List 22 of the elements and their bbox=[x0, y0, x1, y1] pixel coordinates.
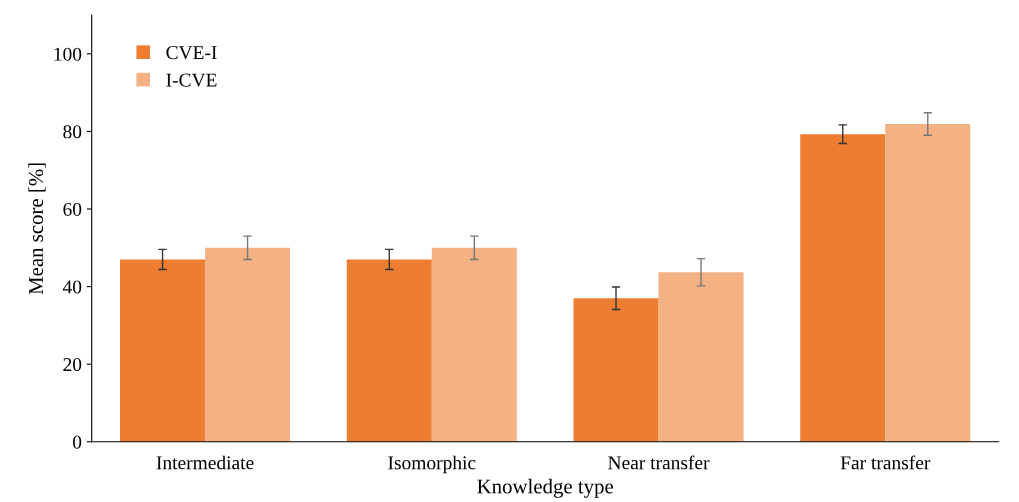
y-axis-title: Mean score [%] bbox=[28, 163, 46, 295]
y-tick-label: 100 bbox=[54, 47, 82, 61]
y-tick-label: 60 bbox=[63, 202, 82, 216]
x-tick-label: Near transfer bbox=[608, 455, 710, 470]
y-tick-label: 80 bbox=[63, 125, 82, 139]
legend-label: I-CVE bbox=[166, 73, 217, 87]
x-tick-label: Far transfer bbox=[840, 455, 931, 470]
x-axis-title: Knowledge type bbox=[477, 478, 613, 498]
y-tick-label: 0 bbox=[73, 435, 82, 449]
y-tick-label: 20 bbox=[63, 357, 82, 372]
bar bbox=[120, 259, 206, 442]
bar bbox=[573, 298, 659, 442]
legend-label: CVE-I bbox=[166, 46, 217, 60]
bar bbox=[346, 259, 432, 442]
bar bbox=[885, 124, 971, 442]
x-tick-label: Intermediate bbox=[156, 455, 254, 470]
bar bbox=[800, 134, 886, 442]
bar bbox=[205, 247, 291, 442]
y-tick-label: 40 bbox=[62, 280, 82, 294]
x-tick-label: Isomorphic bbox=[388, 455, 476, 474]
bar bbox=[431, 247, 517, 442]
bar bbox=[658, 272, 744, 442]
